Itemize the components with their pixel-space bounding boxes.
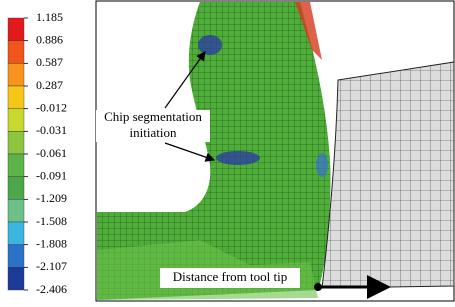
colorbar-band	[8, 131, 24, 154]
colorbar-label: 0.287	[36, 78, 63, 92]
colorbar-label: -1.209	[36, 191, 67, 205]
colorbar-label: 0.886	[36, 32, 63, 46]
colorbar-band	[8, 63, 24, 86]
colorbar-label: -2.107	[36, 259, 67, 273]
colorbar-label: -0.031	[36, 123, 67, 137]
figure: 1.185 0.886 0.587 0.287 -0.012 -0.031 -0.061 -0…	[0, 0, 455, 302]
colorbar-label: 0.587	[36, 55, 63, 69]
colorbar-band	[8, 177, 24, 200]
colorbar-band	[8, 245, 24, 268]
annotation: Chip segmentation	[104, 109, 202, 124]
colorbar-band	[8, 222, 24, 245]
annotation: initiation	[130, 125, 177, 140]
colorbar-label: -0.061	[36, 146, 67, 160]
colorbar-label: 1.185	[36, 10, 63, 24]
tool-mesh	[322, 62, 454, 288]
annotation: Distance from tool tip	[173, 269, 287, 284]
colorbar-band	[8, 109, 24, 132]
shear-band	[198, 35, 222, 55]
shear-band	[216, 151, 260, 165]
colorbar-label: -1.808	[36, 236, 67, 250]
colorbar-band	[8, 41, 24, 64]
colorbar-label: -0.091	[36, 168, 67, 182]
colorbar-band	[8, 86, 24, 109]
colorbar-band	[8, 267, 24, 290]
colorbar-band	[8, 18, 24, 41]
colorbar-band	[8, 154, 24, 177]
colorbar-band	[8, 199, 24, 222]
colorbar-label: -2.406	[36, 282, 67, 296]
colorbar-label: -1.508	[36, 214, 67, 228]
colorbar: 1.185 0.886 0.587 0.287 -0.012 -0.031 -0.061 -0…	[8, 10, 67, 296]
shear-band	[316, 153, 328, 177]
colorbar-label: -0.012	[36, 100, 67, 114]
